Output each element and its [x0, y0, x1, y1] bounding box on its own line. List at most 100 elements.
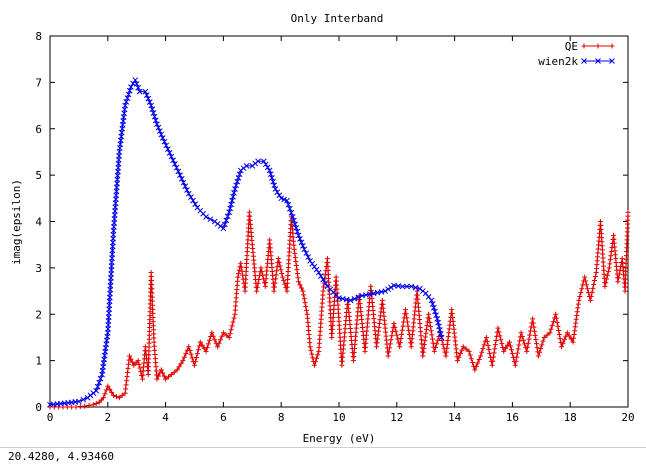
data-point-qe: [228, 327, 234, 333]
data-point-wien2k: [264, 164, 271, 171]
data-point-qe: [238, 260, 244, 266]
data-point-qe: [274, 264, 280, 270]
data-point-wien2k: [155, 124, 162, 131]
data-point-qe: [429, 336, 435, 342]
data-point-qe: [403, 311, 409, 317]
data-point-qe: [405, 323, 411, 329]
data-point-qe: [256, 276, 262, 282]
data-point-qe: [530, 320, 536, 326]
data-point-qe: [238, 264, 244, 270]
data-point-qe: [520, 337, 526, 343]
data-point-qe: [386, 349, 392, 355]
data-point-qe: [479, 349, 485, 355]
data-point-qe: [486, 346, 492, 352]
plot-frame: [49, 35, 629, 408]
data-point-qe: [431, 348, 437, 354]
data-point-wien2k: [224, 213, 231, 220]
data-point-wien2k: [287, 205, 293, 212]
legend-label-qe: QE: [565, 40, 578, 53]
legend-label-wien2k: wien2k: [538, 55, 578, 68]
data-point-qe: [509, 351, 515, 357]
data-point-qe: [230, 319, 236, 325]
data-point-qe: [161, 373, 167, 379]
data-point-qe: [421, 342, 427, 348]
data-point-qe: [404, 315, 410, 321]
data-point-qe: [533, 336, 539, 342]
data-point-qe: [194, 351, 200, 357]
data-point-wien2k: [412, 284, 419, 291]
y-tick-label: 6: [35, 123, 42, 136]
data-point-qe: [273, 272, 279, 278]
data-point-qe: [93, 401, 99, 407]
data-point-qe: [258, 265, 264, 271]
data-point-qe: [204, 345, 210, 351]
data-point-qe: [223, 332, 229, 338]
data-point-qe: [481, 342, 487, 348]
data-point-wien2k: [93, 387, 100, 394]
data-point-wien2k: [243, 162, 250, 169]
data-point-qe: [497, 333, 503, 339]
data-point-wien2k: [320, 276, 326, 283]
data-point-wien2k: [192, 201, 199, 207]
data-point-qe: [592, 273, 598, 279]
data-point-qe: [404, 319, 410, 325]
data-point-wien2k: [269, 175, 275, 181]
data-point-qe: [113, 394, 119, 400]
data-point-wien2k: [221, 221, 228, 228]
data-point-wien2k: [188, 194, 194, 201]
data-point-qe: [476, 356, 482, 362]
data-point-wien2k: [161, 138, 168, 145]
legend-sample-wien2k: [581, 58, 615, 64]
data-point-wien2k: [295, 232, 302, 239]
data-point-qe: [86, 402, 92, 408]
data-point-qe: [508, 347, 514, 353]
data-point-wien2k: [285, 201, 292, 208]
data-point-qe: [421, 345, 427, 351]
data-point-wien2k: [124, 95, 131, 101]
data-point-qe: [513, 358, 519, 364]
data-point-qe: [549, 322, 555, 328]
series-layer: [47, 77, 631, 410]
data-point-qe: [559, 344, 565, 350]
data-point-qe: [547, 330, 553, 336]
data-point-qe: [180, 358, 186, 364]
data-point-wien2k: [432, 308, 438, 315]
data-point-wien2k: [272, 186, 279, 192]
data-point-wien2k: [301, 246, 308, 253]
data-point-qe: [574, 313, 580, 319]
data-point-qe: [254, 284, 260, 290]
data-point-qe: [294, 267, 300, 273]
data-point-qe: [183, 351, 189, 357]
data-point-qe: [526, 336, 532, 342]
data-point-wien2k: [292, 221, 298, 228]
data-point-wien2k: [148, 102, 155, 109]
data-point-qe: [135, 358, 141, 364]
data-point-qe: [472, 367, 478, 373]
data-point-qe: [466, 348, 472, 354]
data-point-wien2k: [232, 186, 238, 192]
data-point-wien2k: [146, 99, 153, 105]
data-point-qe: [583, 278, 589, 284]
data-point-wien2k: [311, 263, 318, 270]
legend-marker-wien2k: [609, 58, 615, 64]
data-point-qe: [531, 324, 537, 330]
data-point-qe: [186, 344, 192, 350]
data-point-qe: [470, 359, 476, 365]
data-point-wien2k: [158, 131, 165, 138]
y-tick-label: 0: [35, 401, 42, 414]
data-point-wien2k: [307, 258, 313, 264]
data-point-wien2k: [156, 128, 163, 134]
data-point-wien2k: [430, 304, 437, 311]
data-point-wien2k: [235, 175, 242, 181]
data-point-qe: [440, 341, 446, 347]
data-point-qe: [210, 333, 216, 339]
data-point-qe: [524, 348, 530, 354]
data-point-qe: [490, 358, 496, 364]
data-point-qe: [507, 339, 513, 345]
data-point-qe: [557, 336, 563, 342]
data-point-wien2k: [293, 225, 300, 231]
data-point-wien2k: [220, 225, 227, 232]
data-point-wien2k: [135, 84, 141, 91]
data-point-qe: [592, 277, 598, 283]
data-point-qe: [391, 321, 397, 327]
